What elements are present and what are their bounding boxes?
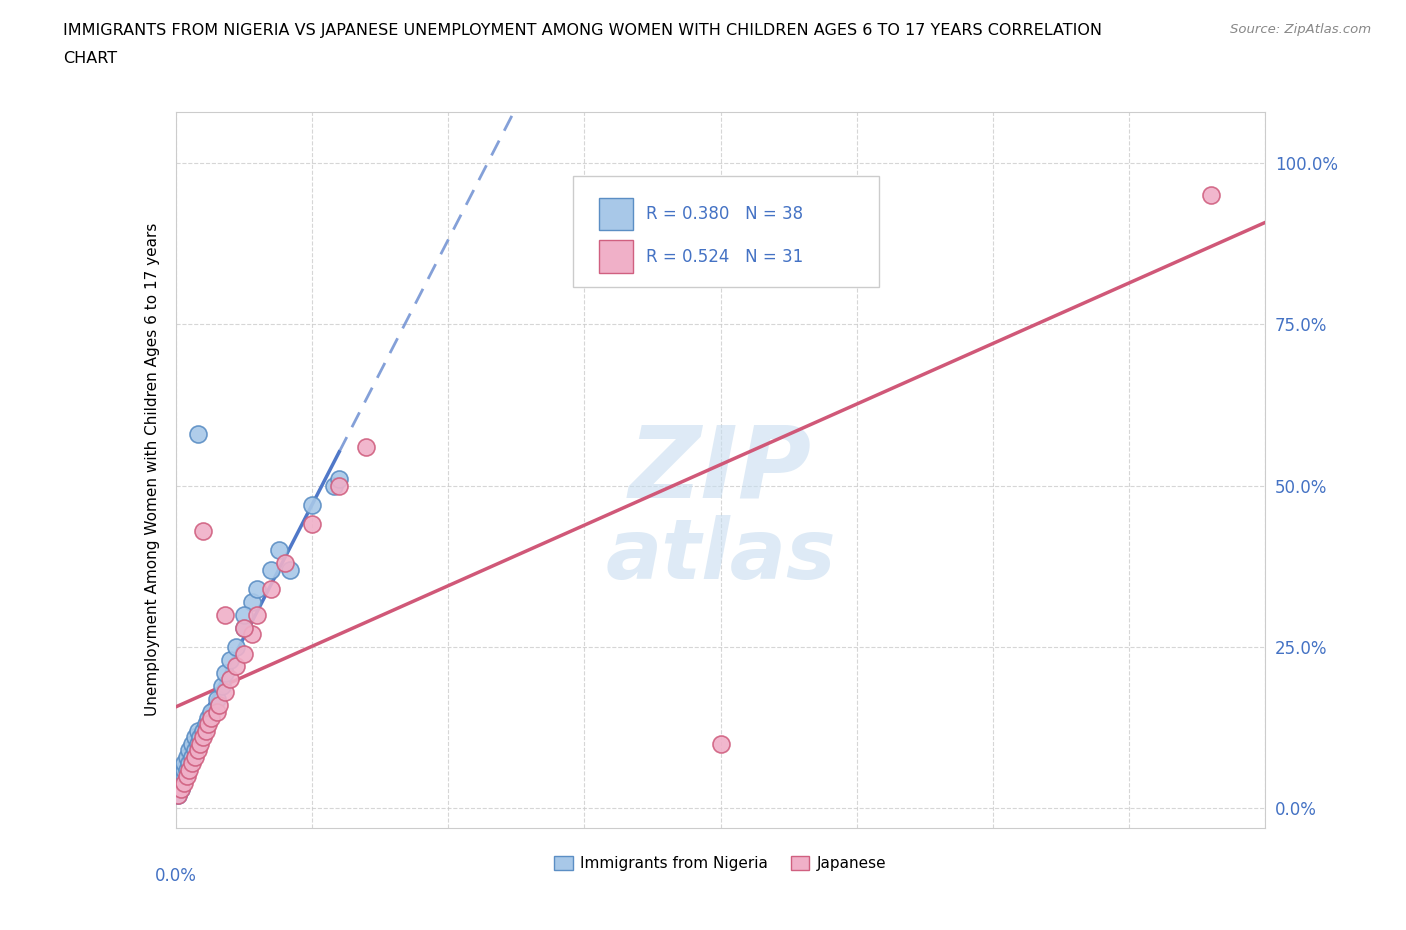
Point xyxy=(214,607,236,622)
Point xyxy=(170,769,193,784)
Point xyxy=(191,524,214,538)
Point xyxy=(167,775,190,790)
Point xyxy=(322,478,344,493)
Point xyxy=(179,743,201,758)
Point xyxy=(194,724,217,738)
FancyBboxPatch shape xyxy=(574,176,879,287)
Point xyxy=(186,737,209,751)
Point xyxy=(232,620,254,635)
Point xyxy=(170,781,193,796)
Text: IMMIGRANTS FROM NIGERIA VS JAPANESE UNEMPLOYMENT AMONG WOMEN WITH CHILDREN AGES : IMMIGRANTS FROM NIGERIA VS JAPANESE UNEM… xyxy=(63,23,1102,38)
Point xyxy=(246,581,269,596)
Point xyxy=(274,556,297,571)
Legend: Immigrants from Nigeria, Japanese: Immigrants from Nigeria, Japanese xyxy=(548,850,893,877)
Text: CHART: CHART xyxy=(63,51,117,66)
Point xyxy=(191,730,214,745)
Bar xyxy=(599,241,634,272)
Point xyxy=(176,750,198,764)
Point xyxy=(269,543,291,558)
Point xyxy=(184,730,207,745)
Text: 0.0%: 0.0% xyxy=(155,867,197,885)
Point xyxy=(167,788,190,803)
Point xyxy=(197,717,219,732)
Point xyxy=(167,788,190,803)
Point xyxy=(176,769,198,784)
Text: atlas: atlas xyxy=(605,515,837,596)
Point xyxy=(184,750,207,764)
Point xyxy=(173,769,195,784)
Point xyxy=(173,756,195,771)
Point xyxy=(214,666,236,681)
Point xyxy=(328,472,350,486)
Point xyxy=(197,711,219,725)
Point xyxy=(184,743,207,758)
Point xyxy=(301,517,323,532)
Point xyxy=(181,737,204,751)
Point xyxy=(214,684,236,699)
Point xyxy=(179,763,201,777)
Point xyxy=(181,750,204,764)
Point xyxy=(246,607,269,622)
Y-axis label: Unemployment Among Women with Children Ages 6 to 17 years: Unemployment Among Women with Children A… xyxy=(145,223,160,716)
Point xyxy=(205,704,228,719)
Point xyxy=(328,478,350,493)
Point xyxy=(179,756,201,771)
Point xyxy=(260,563,283,578)
Point xyxy=(301,498,323,512)
Text: R = 0.380   N = 38: R = 0.380 N = 38 xyxy=(647,205,804,223)
Bar xyxy=(599,197,634,230)
Point xyxy=(208,698,231,712)
Text: R = 0.524   N = 31: R = 0.524 N = 31 xyxy=(647,248,804,266)
Point xyxy=(356,440,378,455)
Point xyxy=(219,653,242,668)
Point xyxy=(240,594,263,609)
Point xyxy=(710,737,733,751)
Point xyxy=(225,659,247,674)
Point xyxy=(1199,188,1222,203)
Point xyxy=(188,730,211,745)
Point xyxy=(225,640,247,655)
Point xyxy=(200,704,222,719)
Point xyxy=(176,763,198,777)
Point xyxy=(200,711,222,725)
Point xyxy=(194,717,217,732)
Point xyxy=(219,671,242,686)
Point xyxy=(186,427,209,442)
Point xyxy=(240,627,263,642)
Point xyxy=(181,756,204,771)
Point xyxy=(232,607,254,622)
Point xyxy=(170,781,193,796)
Point xyxy=(186,724,209,738)
Point xyxy=(186,743,209,758)
Point xyxy=(205,691,228,706)
Point xyxy=(211,678,233,693)
Point xyxy=(173,775,195,790)
Point xyxy=(260,581,283,596)
Point xyxy=(232,620,254,635)
Text: Source: ZipAtlas.com: Source: ZipAtlas.com xyxy=(1230,23,1371,36)
Point xyxy=(278,563,301,578)
Point xyxy=(232,646,254,661)
Point xyxy=(173,763,195,777)
Point xyxy=(188,737,211,751)
Point xyxy=(191,724,214,738)
Text: ZIP: ZIP xyxy=(628,421,813,518)
